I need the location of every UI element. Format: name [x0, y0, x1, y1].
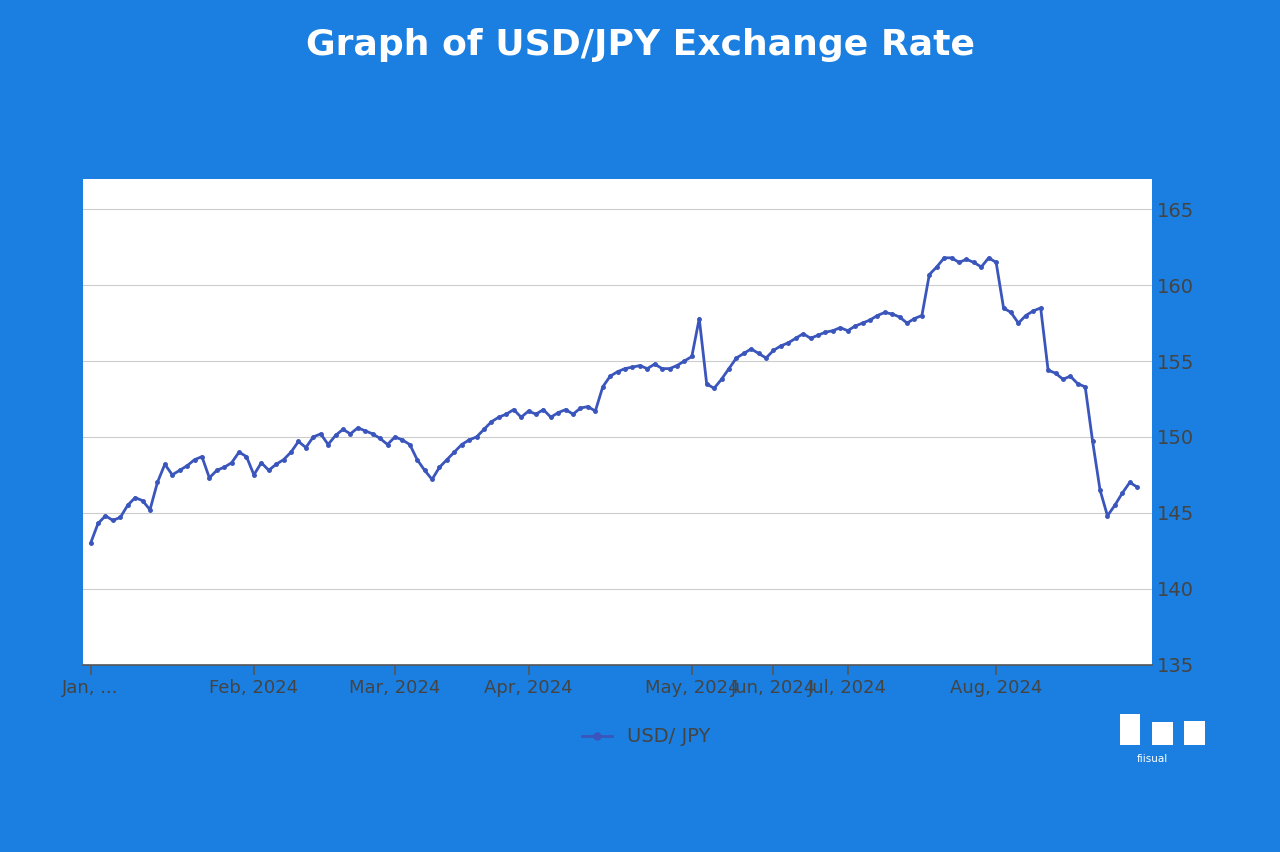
Bar [1152, 722, 1172, 745]
Bar [1184, 722, 1204, 745]
Bar [1120, 714, 1140, 745]
Text: fiisual: fiisual [1137, 754, 1167, 764]
FancyBboxPatch shape [1091, 692, 1213, 778]
Text: Graph of USD/JPY Exchange Rate: Graph of USD/JPY Exchange Rate [306, 28, 974, 61]
Legend: USD/ JPY: USD/ JPY [575, 720, 718, 754]
